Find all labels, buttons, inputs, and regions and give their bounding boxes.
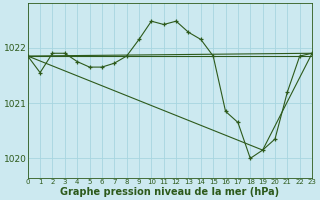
X-axis label: Graphe pression niveau de la mer (hPa): Graphe pression niveau de la mer (hPa) (60, 187, 279, 197)
